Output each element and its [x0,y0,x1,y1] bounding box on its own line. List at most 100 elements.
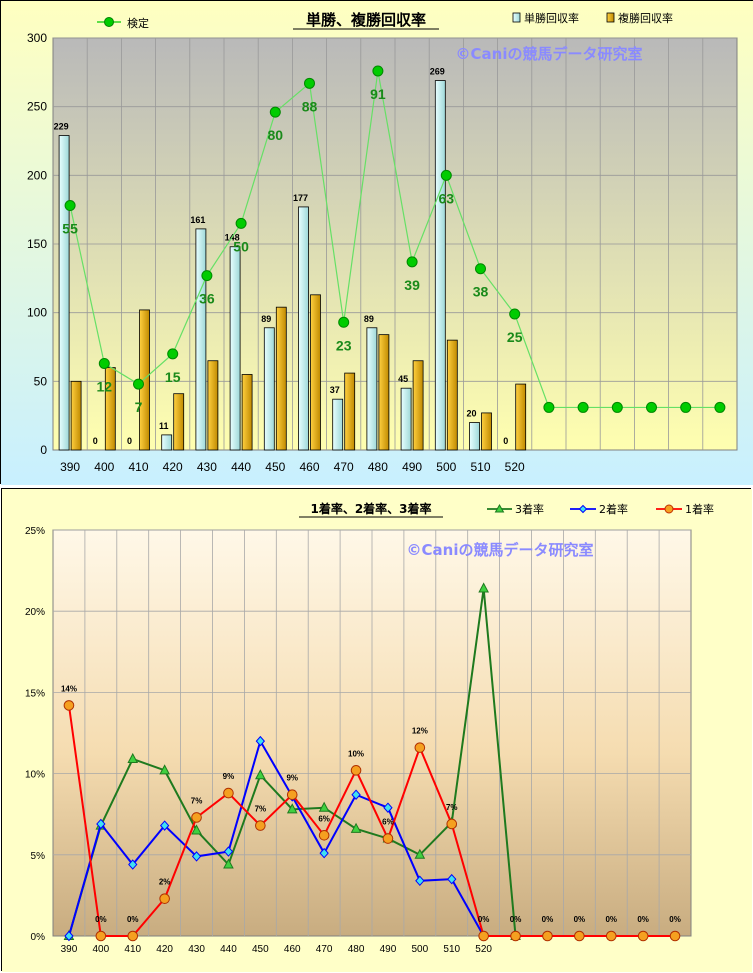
x-tick-label: 440 [220,944,237,955]
fuku-bar [481,412,492,451]
tan-bar [58,135,70,451]
tan-bar-label: 177 [293,193,308,203]
x-tick-label: 460 [299,460,319,474]
s1-label: 14% [61,684,77,693]
chart-panel-rates: 14% 0% 0% 2% 7% 9% 7% 9% 6% 10% 6% 12% 7% 0% 0% 0% 0% 0% 0… [1,488,752,972]
kentei-marker [543,401,555,413]
x-tick-label: 490 [380,944,397,955]
s3-marker [318,801,330,812]
kentei-marker [98,357,110,369]
kentei-label: 38 [473,284,489,300]
s1-marker [478,930,489,942]
tan-bar-label: 0 [127,436,132,446]
tan-bar [161,434,173,451]
fuku-bar [412,360,424,451]
s1-label: 0% [605,915,617,924]
legend-s1: 1着率 [685,502,714,516]
fuku-bar [207,360,219,451]
s1-label: 0% [510,915,522,924]
s2-marker [351,789,361,800]
s1-marker [63,700,75,711]
s1-marker [510,930,521,942]
x-tick-label: 500 [436,460,456,474]
legend: 検定 単勝回収率 複勝回収率 [97,11,673,30]
kentei-marker [611,401,623,413]
fuku-bar [70,380,82,451]
s1-marker [350,765,362,776]
y-tick-label: 15% [25,688,45,699]
s2-marker [223,846,234,857]
kentei-marker [64,200,76,212]
fuku-bar [241,374,253,451]
tan-bar [434,80,446,451]
s3-marker [223,858,234,869]
y-tick-label: 50 [34,374,48,388]
x-tick-label: 430 [197,460,217,474]
y-tick-label: 0% [31,932,46,943]
y-tick-label: 0 [40,443,47,457]
s2-marker [447,873,457,885]
s1-label: 0% [127,915,139,924]
kentei-marker [714,401,726,413]
s1-label: 0% [637,915,649,924]
kentei-marker [440,169,452,181]
s1-marker [446,818,458,830]
y-tick-label: 25% [25,526,45,537]
kentei-label: 63 [439,190,455,206]
tan-bar-label: 269 [430,67,445,77]
s3-marker [159,764,170,775]
fuku-bar [344,372,356,451]
s1-label: 12% [412,727,428,736]
tan-bar-label: 20 [466,409,476,419]
tan-bar-label: 89 [364,314,374,324]
s1-label: 2% [159,878,171,887]
s1-marker [574,930,585,942]
x-tick-label: 460 [284,944,301,955]
s1-marker [255,820,266,831]
watermark: ©Caniの競馬データ研究室 [456,45,643,63]
s3-marker [414,848,426,859]
kentei-marker [304,77,315,89]
kentei-label: 12 [97,378,113,394]
s2-marker [96,818,106,830]
s2-marker [415,875,425,887]
kentei-marker [509,308,521,320]
legend-fuku-swatch [606,12,615,23]
kentei-marker [133,378,144,390]
s1-label: 0% [669,915,681,924]
x-tick-label: 510 [470,460,490,474]
kentei-label: 88 [302,98,318,114]
s1-marker [382,833,394,844]
kentei-marker [680,401,692,413]
x-tick-label: 470 [316,944,333,955]
s1-marker [637,930,649,942]
chart-title: 単勝、複勝回収率 [306,11,426,29]
rates-chart: 14% 0% 0% 2% 7% 9% 7% 9% 6% 10% 6% 12% 7% 0% 0% 0% 0% 0% 0… [2,489,752,972]
s2-line [67,738,485,937]
s1-label: 0% [95,915,107,924]
kentei-label: 91 [370,86,386,102]
s1-marker [127,930,139,942]
legend-tan-swatch [512,12,521,23]
s1-label: 7% [191,796,203,805]
y-tick-label: 5% [31,851,46,862]
x-tick-label: 500 [412,944,429,955]
fuku-bar [275,306,287,451]
x-tick-label: 450 [265,460,285,474]
x-tick-label: 520 [475,944,492,955]
tan-bar-label: 0 [503,436,508,446]
fuku-bar [378,334,390,451]
s2-marker [255,735,266,747]
kentei-label: 50 [233,238,249,254]
fuku-bar [173,393,185,451]
legend-s3: 3着率 [515,502,544,516]
kentei-marker [167,348,179,360]
tan-bar-label: 11 [159,421,169,431]
kentei-label: 80 [268,127,284,143]
legend-fuku: 複勝回収率 [618,11,673,25]
tan-bar [263,327,275,451]
watermark: ©Caniの競馬データ研究室 [407,541,594,559]
s2-marker [64,930,74,942]
tan-bar [332,398,344,451]
legend-kentei: 検定 [127,16,149,30]
